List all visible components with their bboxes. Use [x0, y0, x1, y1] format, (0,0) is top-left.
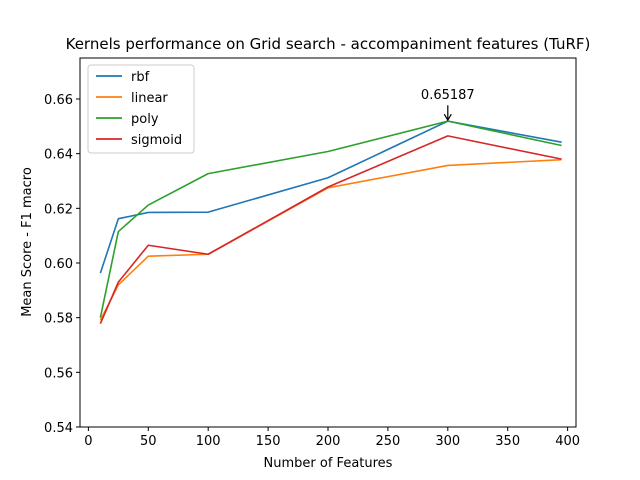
x-tick-label: 150: [256, 434, 281, 449]
y-tick-label: 0.58: [44, 312, 73, 327]
x-axis-label: Number of Features: [264, 456, 393, 471]
x-tick-label: 100: [196, 434, 221, 449]
x-tick-label: 50: [140, 434, 157, 449]
y-tick-label: 0.56: [44, 366, 73, 381]
chart-title: Kernels performance on Grid search - acc…: [66, 35, 591, 53]
legend-box: [87, 64, 195, 154]
y-tick-label: 0.64: [44, 148, 73, 163]
x-tick-label: 350: [495, 434, 520, 449]
y-axis-label: Mean Score - F1 macro: [20, 167, 35, 317]
x-axis-ticks: 0 50 100 150 200 250 300 350 400: [84, 427, 580, 449]
y-tick-label: 0.54: [44, 421, 73, 436]
x-tick-label: 200: [316, 434, 341, 449]
y-tick-label: 0.66: [44, 93, 73, 108]
legend: rbf linear poly sigmoid: [87, 64, 195, 154]
legend-label-linear: linear: [131, 91, 168, 106]
legend-label-rbf: rbf: [131, 70, 150, 85]
y-axis-ticks: 0.54 0.56 0.58 0.60 0.62 0.64 0.66: [44, 93, 80, 436]
annotation-arrow: [443, 105, 452, 122]
x-tick-label: 250: [375, 434, 400, 449]
peak-annotation: 0.65187: [421, 88, 475, 122]
x-tick-label: 300: [435, 434, 460, 449]
y-tick-label: 0.60: [44, 257, 73, 272]
series-line-sigmoid: [99, 135, 562, 324]
series-line-linear: [99, 158, 562, 321]
x-tick-label: 400: [555, 434, 580, 449]
annotation-text: 0.65187: [421, 88, 475, 103]
legend-label-sigmoid: sigmoid: [131, 133, 182, 148]
x-tick-label: 0: [84, 434, 92, 449]
y-tick-label: 0.62: [44, 202, 73, 217]
legend-label-poly: poly: [131, 112, 159, 127]
